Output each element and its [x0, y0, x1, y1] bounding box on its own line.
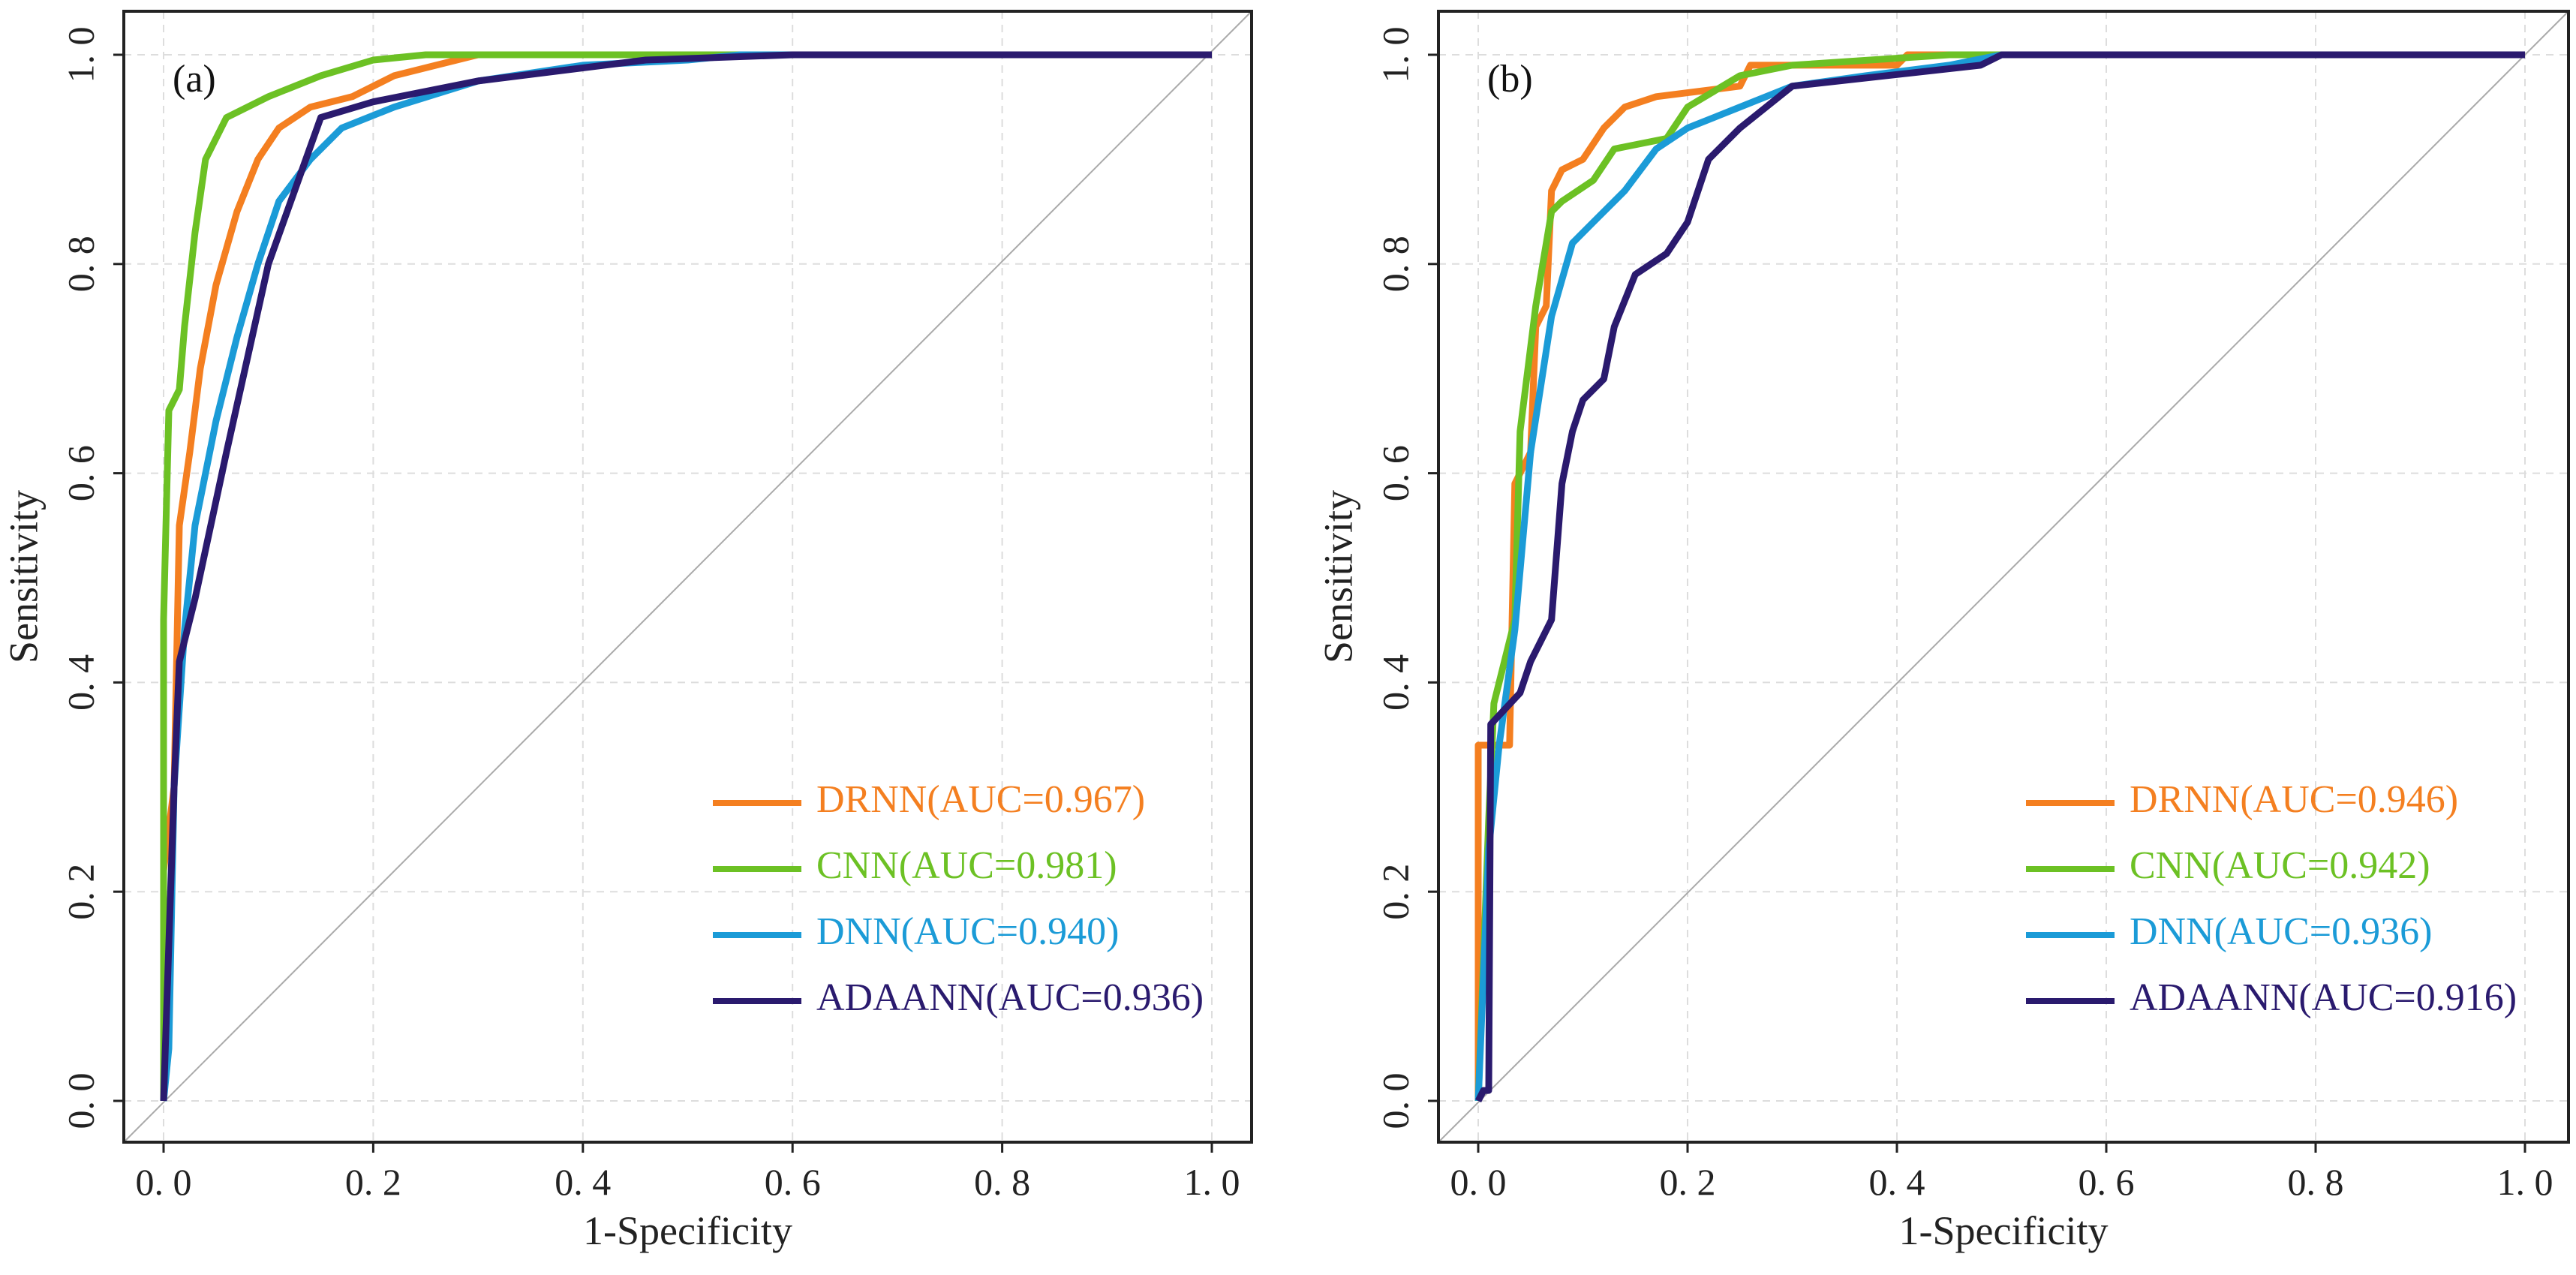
panel-label: (b) [1487, 58, 1533, 101]
y-tick-label: 0. 0 [59, 1073, 101, 1129]
x-tick-label: 0. 4 [1869, 1161, 1925, 1203]
x-axis-title: 1-Specificity [1899, 1208, 2109, 1253]
x-tick-label: 0. 8 [974, 1161, 1030, 1203]
legend-label-3: DNN(AUC=0.936) [2130, 910, 2432, 953]
y-tick-label: 1. 0 [59, 27, 101, 83]
roc-curve-2 [1474, 51, 2525, 1102]
legend-label-2: CNN(AUC=0.981) [816, 844, 1117, 887]
x-tick-label: 0. 2 [1660, 1161, 1716, 1203]
y-tick-label: 0. 2 [1374, 864, 1416, 920]
y-tick-label: 0. 6 [59, 445, 101, 501]
y-tick-label: 0. 4 [59, 654, 101, 711]
roc-curve-4 [1474, 51, 2525, 1103]
legend-label-4: ADAANN(AUC=0.916) [2130, 976, 2517, 1019]
x-axis-title: 1-Specificity [583, 1208, 792, 1253]
chance-diagonal [1438, 11, 2569, 1143]
legend-label-1: DRNN(AUC=0.967) [816, 778, 1145, 821]
y-tick-label: 1. 0 [1374, 27, 1416, 83]
chance-diagonal [123, 11, 1252, 1143]
x-tick-label: 0. 2 [345, 1161, 401, 1203]
legend-label-3: DNN(AUC=0.940) [816, 910, 1119, 953]
x-tick-label: 0. 6 [2079, 1161, 2135, 1203]
roc-curve-4 [160, 51, 1212, 1102]
x-tick-label: 1. 0 [1184, 1161, 1240, 1203]
y-tick-label: 0. 8 [1374, 236, 1416, 292]
y-tick-label: 0. 6 [1374, 445, 1416, 501]
x-tick-label: 0. 0 [1450, 1161, 1507, 1203]
plot-frame [1437, 10, 2570, 1144]
legend-label-4: ADAANN(AUC=0.936) [816, 976, 1204, 1019]
y-axis-title: Sensitivity [1, 490, 46, 663]
x-tick-label: 0. 4 [555, 1161, 611, 1203]
y-tick-label: 0. 4 [1374, 654, 1416, 711]
roc-panel-a: 0. 0 0. 2 0. 4 0. 6 0. 8 1. 0 0. 0 0. 2 0. 4 0. 6… [1, 10, 1253, 1253]
panel-label: (a) [173, 58, 216, 101]
plot-frame [122, 10, 1253, 1144]
roc-curve-2 [160, 51, 1212, 1101]
x-tick-label: 0. 8 [2288, 1161, 2344, 1203]
y-tick-label: 0. 8 [59, 236, 101, 292]
legend-label-1: DRNN(AUC=0.946) [2130, 778, 2458, 821]
roc-panel-b: 0. 0 0. 2 0. 4 0. 6 0. 8 1. 0 0. 0 0. 2 0. 4 0. 6… [1315, 10, 2570, 1253]
y-tick-label: 0. 0 [1374, 1073, 1416, 1129]
roc-curve-1 [160, 51, 1212, 1101]
roc-curve-1 [1474, 51, 2525, 1101]
x-tick-label: 1. 0 [2497, 1161, 2553, 1203]
y-tick-label: 0. 2 [59, 864, 101, 920]
x-tick-label: 0. 6 [765, 1161, 821, 1203]
legend-label-2: CNN(AUC=0.942) [2130, 844, 2430, 887]
x-tick-label: 0. 0 [136, 1161, 192, 1203]
y-axis-title: Sensitivity [1315, 490, 1360, 663]
